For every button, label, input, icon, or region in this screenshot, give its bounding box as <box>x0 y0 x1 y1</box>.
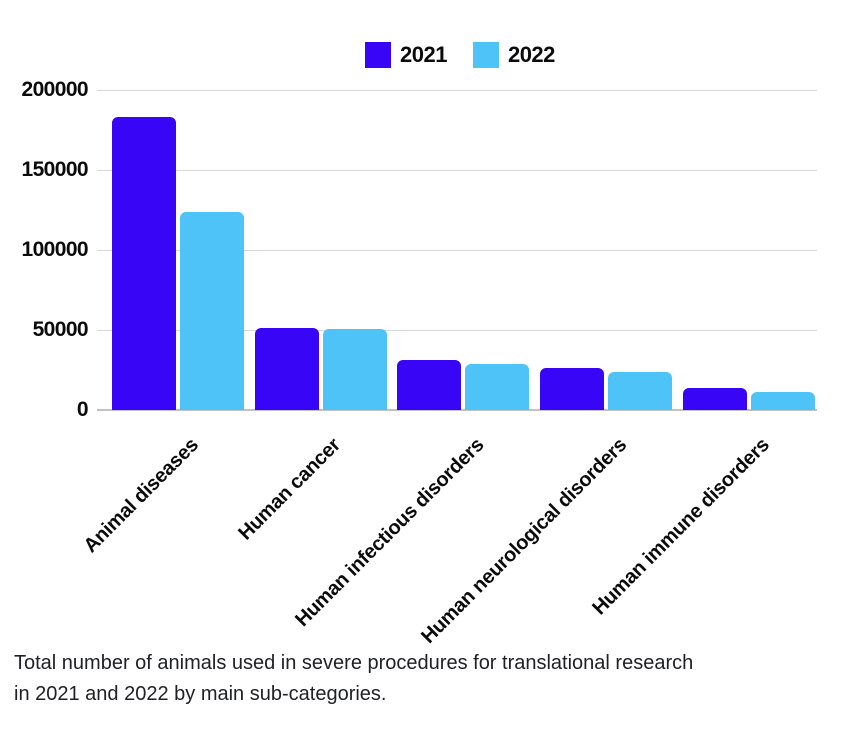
legend-label: 2021 <box>400 42 447 67</box>
legend-item-2022: 2022 <box>472 42 555 68</box>
bar-2021-human-neurological-disorders <box>540 367 605 410</box>
bar-2022-human-immune-disorders <box>750 391 815 410</box>
caption-line-2: in 2021 and 2022 by main sub-categories. <box>14 683 387 705</box>
x-axis-baseline <box>97 409 817 411</box>
bar-2021-human-cancer <box>254 327 319 410</box>
gridline <box>97 169 817 171</box>
legend-item-2021: 2021 <box>365 42 447 68</box>
legend-swatch-icon <box>472 42 499 68</box>
bar-2021-animal-diseases <box>112 117 176 410</box>
caption-line-1: Total number of animals used in severe p… <box>14 652 694 674</box>
gridline <box>97 329 817 331</box>
y-axis-tick-label: 100000 <box>21 238 89 261</box>
bar-2021-human-infectious-disorders <box>397 359 462 410</box>
x-axis-label-animal-diseases: Animal diseases <box>79 434 203 558</box>
x-axis-label-human-cancer: Human cancer <box>234 434 346 545</box>
bar-2022-human-cancer <box>322 329 387 410</box>
y-axis-tick-label: 0 <box>76 398 89 421</box>
bar-2022-animal-diseases <box>180 211 244 410</box>
legend-label: 2022 <box>507 42 555 67</box>
bar-2022-human-infectious-disorders <box>465 363 530 410</box>
y-axis-tick-label: 200000 <box>21 78 89 101</box>
gridline <box>97 89 817 91</box>
y-axis-tick-label: 50000 <box>32 318 89 341</box>
gridline <box>97 249 817 251</box>
y-axis-tick-label: 150000 <box>21 158 89 181</box>
chart-caption: Total number of animals used in severe p… <box>14 648 849 710</box>
bar-2021-human-immune-disorders <box>682 387 747 410</box>
bar-2022-human-neurological-disorders <box>608 371 673 410</box>
chart-legend: 2021 2022 <box>365 42 555 68</box>
legend-swatch-icon <box>365 42 391 68</box>
